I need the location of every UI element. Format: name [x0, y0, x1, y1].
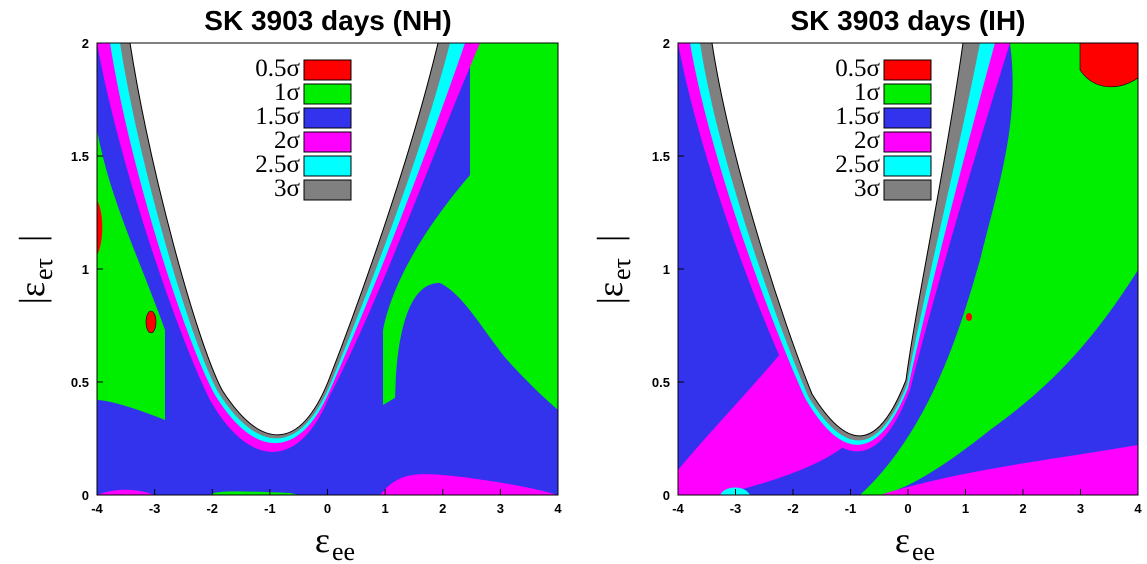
panel-title: SK 3903 days (IH) — [791, 5, 1026, 36]
legend-label: 3σ — [854, 175, 881, 202]
legend-label: 1σ — [274, 79, 301, 106]
legend-swatch — [883, 131, 932, 153]
x-tick-label: -4 — [91, 501, 103, 516]
svg-text:|: | — [12, 235, 52, 242]
region-0.5sigma-island — [145, 310, 157, 334]
svg-text:ee: ee — [912, 537, 935, 564]
x-tick-label: 1 — [382, 501, 389, 516]
legend-swatch — [883, 107, 932, 129]
x-tick-label: 3 — [497, 501, 504, 516]
region-1sigma-left — [97, 130, 165, 420]
legend-label: 0.5σ — [255, 55, 300, 82]
x-tick-label: 2 — [1019, 501, 1026, 516]
svg-text:ε: ε — [895, 520, 910, 560]
y-tick-label: 1 — [663, 262, 670, 277]
y-tick-label: 1.5 — [652, 149, 670, 164]
x-tick-label: 0 — [324, 501, 331, 516]
legend-swatch — [303, 83, 352, 105]
y-tick-label: 0 — [82, 488, 89, 503]
x-tick-label: 2 — [439, 501, 446, 516]
y-tick-label: 2 — [82, 36, 89, 51]
x-tick-label: 4 — [1134, 501, 1142, 516]
legend-label: 1σ — [854, 79, 881, 106]
x-axis-label: ε ee — [315, 520, 355, 564]
region-0.5sigma-island — [966, 313, 972, 321]
y-tick-label: 2 — [663, 36, 670, 51]
region-2sigma-bottom-right — [880, 445, 1138, 495]
legend-swatch — [883, 59, 932, 81]
legend-label: 1.5σ — [255, 103, 300, 130]
region-2sigma-bottom-left — [97, 489, 155, 495]
legend-swatch — [883, 83, 932, 105]
y-axis-label: |ε eτ | — [12, 235, 58, 305]
legend-swatch — [303, 59, 352, 81]
legend-label: 2σ — [854, 127, 881, 154]
legend-swatch — [303, 107, 352, 129]
x-tick-label: 4 — [554, 501, 562, 516]
legend-label: 0.5σ — [835, 55, 880, 82]
y-axis-label: |ε eτ | — [590, 235, 636, 305]
region-1.5sigma-right-island — [395, 282, 558, 495]
svg-text:ee: ee — [332, 537, 355, 564]
excluded-region — [129, 43, 439, 436]
x-tick-label: -1 — [264, 501, 276, 516]
svg-text:|: | — [590, 235, 630, 242]
x-tick-label: -3 — [149, 501, 161, 516]
x-tick-label: 1 — [962, 501, 969, 516]
svg-text:|ε: |ε — [590, 282, 630, 304]
y-tick-label: 1.5 — [71, 149, 89, 164]
legend-label: 3σ — [274, 175, 301, 202]
x-tick-label: 3 — [1077, 501, 1084, 516]
x-tick-label: -2 — [206, 501, 218, 516]
x-tick-label: -1 — [845, 501, 857, 516]
region-2sigma-bottom-right — [380, 474, 558, 495]
x-tick-label: 0 — [904, 501, 911, 516]
y-tick-label: 0 — [663, 488, 670, 503]
panel-title: SK 3903 days (NH) — [204, 5, 451, 36]
legend-swatch — [303, 179, 352, 201]
svg-text:eτ: eτ — [29, 258, 58, 280]
svg-text:eτ: eτ — [607, 258, 636, 280]
x-tick-label: -3 — [730, 501, 742, 516]
x-axis-label: ε ee — [895, 520, 935, 564]
legend-label: 2σ — [274, 127, 301, 154]
axis-ticks: -4 -3 -2 -1 0 1 2 3 4 0 0.5 1 1.5 2 — [652, 36, 1142, 516]
region-0.5sigma-edge — [97, 200, 103, 255]
region-1sigma-right — [860, 43, 1138, 495]
panel-ih: SK 3903 days (IH) -4 -3 -2 -1 0 1 2 3 4 0 0.5 1 1.5 2… — [590, 5, 1142, 564]
legend-swatch — [883, 179, 932, 201]
y-tick-label: 1 — [82, 262, 89, 277]
region-1sigma-bottom — [210, 491, 300, 495]
panel-nh: SK 3903 days (NH) -4 -3 -2 -1 0 1 2 3 4 0 0.5 1 1.5 2 — [12, 5, 562, 564]
legend-swatch — [883, 155, 932, 177]
legend-label: 2.5σ — [835, 151, 880, 178]
x-tick-label: -2 — [787, 501, 799, 516]
axis-ticks: -4 -3 -2 -1 0 1 2 3 4 0 0.5 1 1.5 2 — [71, 36, 562, 516]
svg-text:|ε: |ε — [12, 282, 52, 304]
y-tick-label: 0.5 — [652, 375, 670, 390]
legend-label: 2.5σ — [255, 151, 300, 178]
legend-swatch — [303, 131, 352, 153]
legend-label: 1.5σ — [835, 103, 880, 130]
svg-text:ε: ε — [315, 520, 330, 560]
x-tick-label: -4 — [672, 501, 684, 516]
region-1sigma-right — [383, 43, 558, 410]
legend-swatch — [303, 155, 352, 177]
y-tick-label: 0.5 — [71, 375, 89, 390]
